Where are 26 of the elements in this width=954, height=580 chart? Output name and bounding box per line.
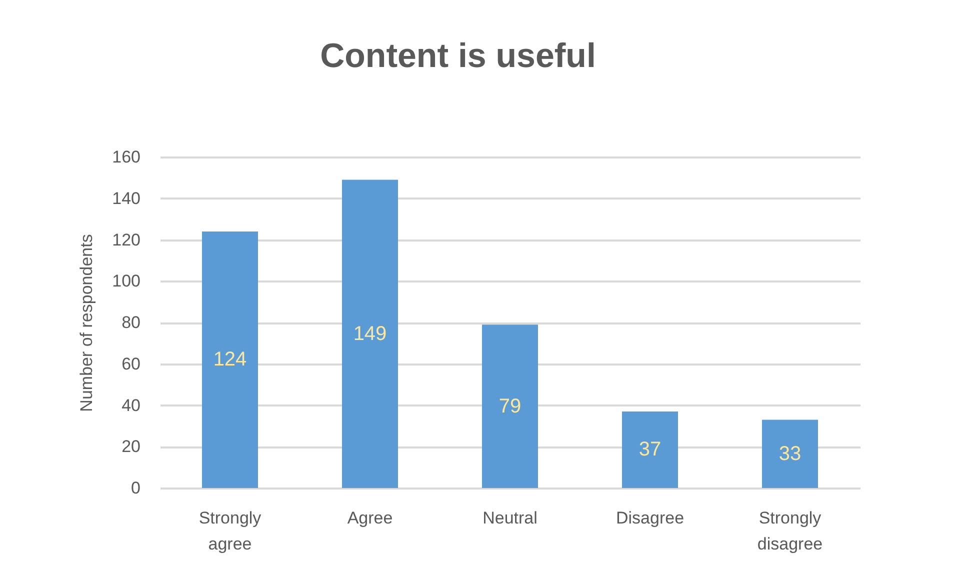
y-tick-label: 160 [112, 148, 140, 166]
x-tick-label: Disagree [616, 508, 684, 528]
y-tick-label: 120 [112, 230, 140, 250]
bar [202, 231, 258, 488]
chart-title: Content is useful [320, 37, 596, 75]
data-label: 79 [498, 395, 522, 418]
x-tick-label: Strongly agree [198, 508, 262, 554]
bar [482, 324, 538, 488]
data-label: 37 [638, 438, 662, 461]
data-label: 33 [778, 442, 802, 465]
bar [762, 420, 818, 488]
y-tick-label: 80 [122, 313, 140, 332]
data-label: 124 [213, 348, 247, 371]
bar [622, 411, 678, 488]
x-tick-label: Strongly disagree [757, 508, 823, 554]
y-tick-label: 40 [122, 396, 140, 415]
x-tick-label: Neutral [482, 508, 538, 528]
bar [342, 180, 398, 488]
y-tick-label: 140 [112, 188, 140, 208]
y-tick-label: 60 [122, 354, 140, 374]
y-tick-label: 0 [131, 478, 140, 498]
data-label: 149 [353, 322, 387, 345]
x-tick-label: Agree [347, 508, 393, 528]
y-tick-label: 20 [122, 437, 140, 456]
y-axis-title: Number of respondents [77, 234, 96, 412]
y-tick-label: 100 [112, 272, 140, 291]
